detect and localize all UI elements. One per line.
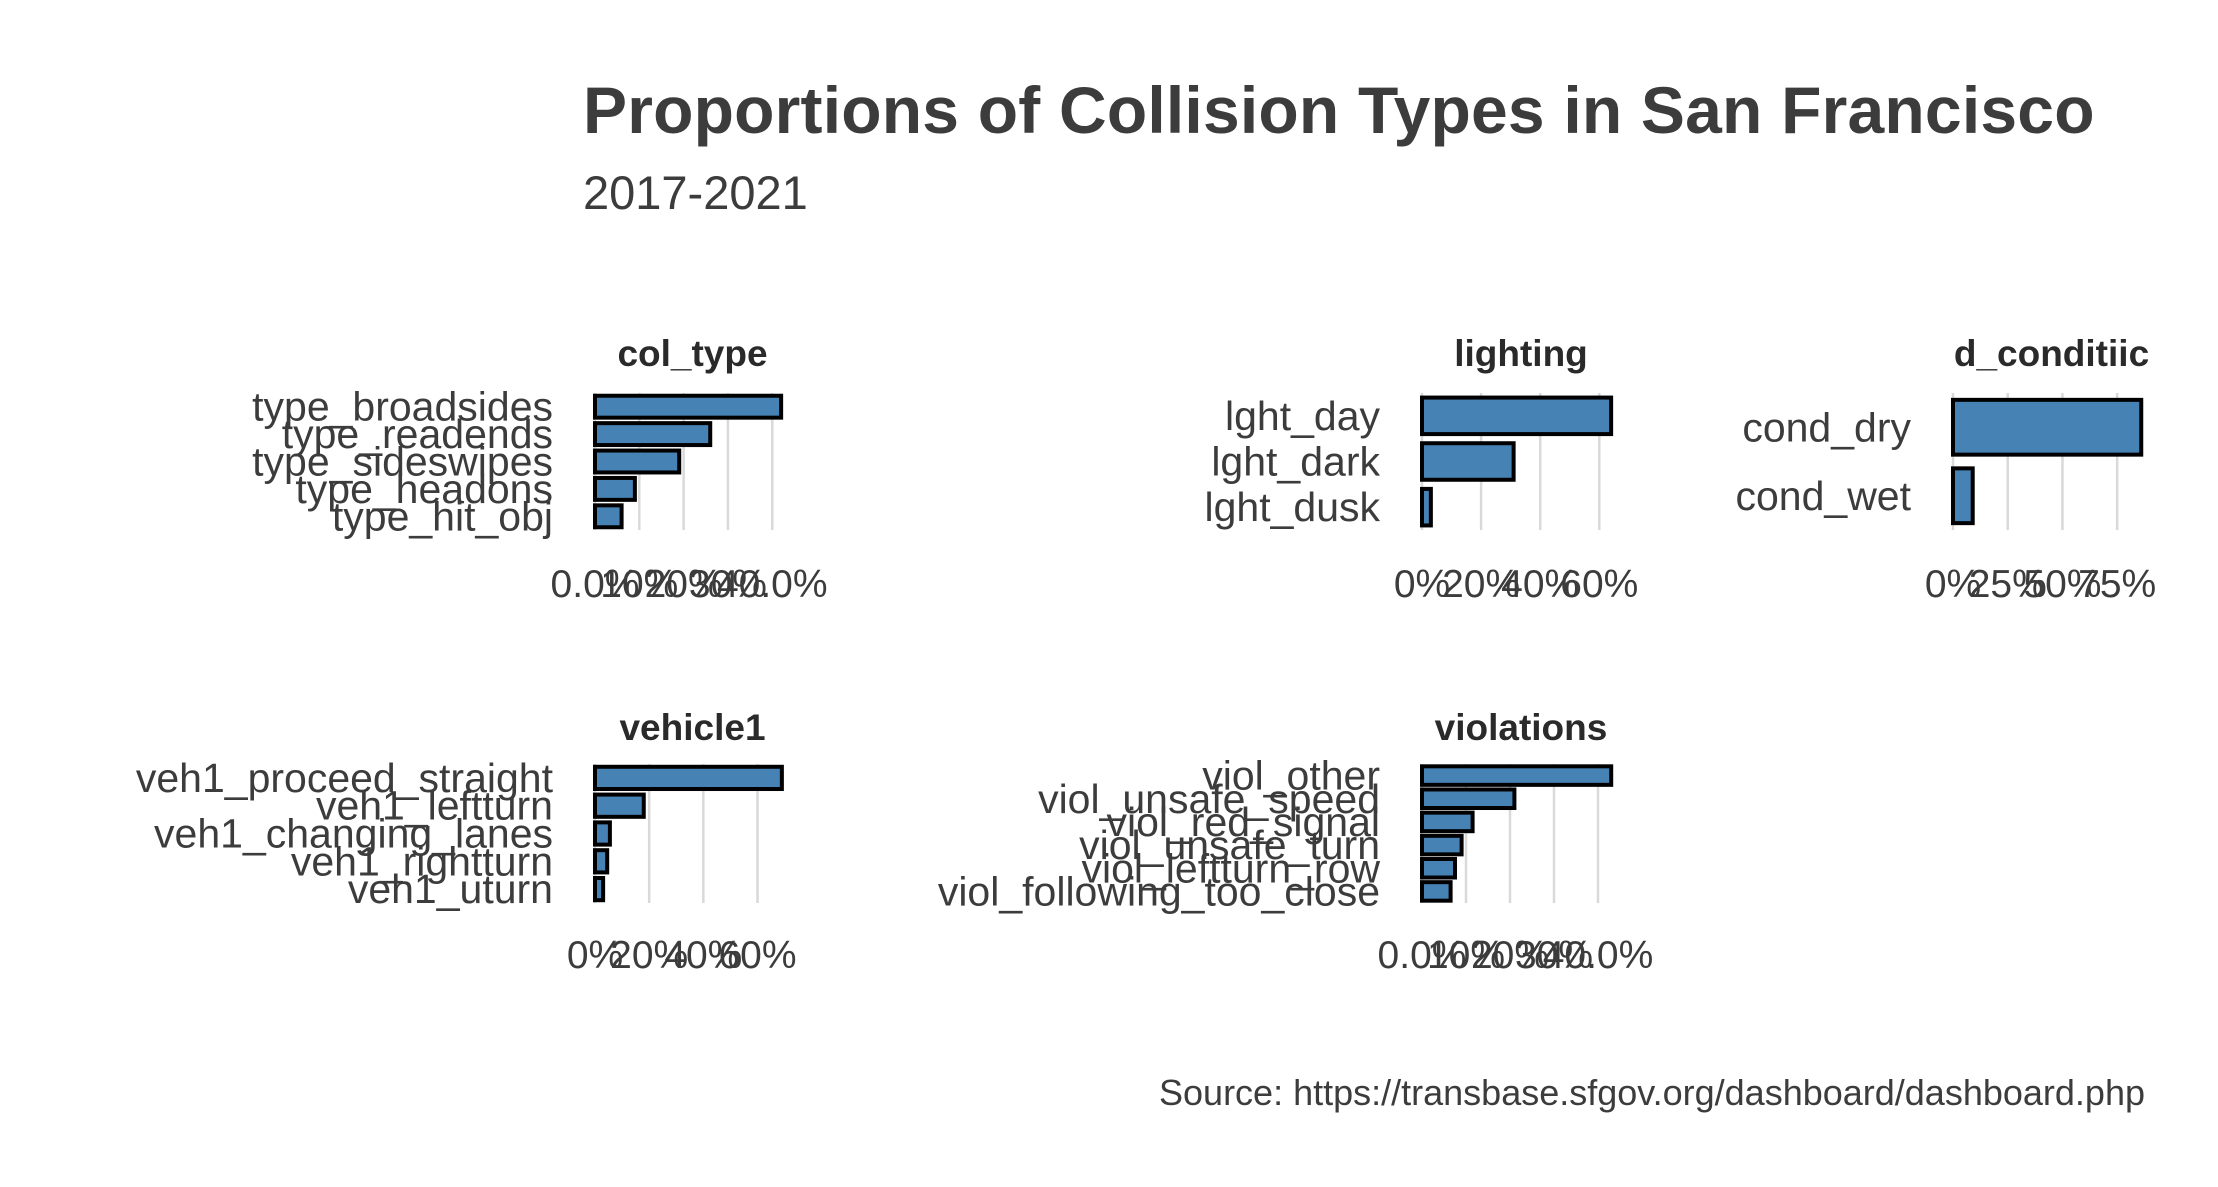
- vehicle1-facet-title: vehicle1: [619, 707, 765, 748]
- col-type-tick-label: 20%: [645, 563, 723, 606]
- vehicle1-category-label: veh1_uturn: [348, 866, 553, 912]
- violations-tick-label: 40.0%: [1543, 934, 1654, 977]
- chart-caption: Source: https://transbase.sfgov.org/dash…: [1159, 1072, 2145, 1113]
- violations-bar: [1420, 833, 1464, 857]
- lighting-category-label: lght_dusk: [1204, 484, 1380, 530]
- col-type-tick-label: 10%: [600, 563, 678, 606]
- violations-facet-title: violations: [1435, 707, 1608, 748]
- lighting-facet-title: lighting: [1454, 333, 1588, 374]
- col-type-bar: [593, 421, 713, 448]
- col-type-category-label: type_sideswipes: [252, 439, 553, 485]
- vehicle1-bar: [593, 848, 610, 875]
- road-condition-tick-label: 75%: [2078, 563, 2156, 606]
- lighting-category-label: lght_day: [1225, 393, 1381, 439]
- violations-bar: [1420, 880, 1453, 903]
- road-condition-tick-label: 50%: [2023, 563, 2101, 606]
- vehicle1-panel: vehicle1 veh1_proceed_straightveh1_lefttu…: [136, 707, 797, 977]
- road-condition-category-label: cond_dry: [1742, 404, 1911, 450]
- violations-bar: [1420, 787, 1517, 811]
- road-condition-tick-label: 0%: [1925, 563, 1981, 606]
- road-condition-bar: [1951, 466, 1975, 526]
- vehicle1-category-label: veh1_rightturn: [291, 838, 553, 884]
- col-type-bar: [593, 393, 784, 420]
- col-type-panel: col_typetype_broadsidestype_readendstype…: [252, 333, 827, 606]
- col-type-bar: [593, 503, 624, 530]
- vehicle1-tick-label: 60%: [718, 934, 796, 977]
- vehicle1-category-label: veh1_leftturn: [316, 783, 553, 829]
- violations-category-label: viol_following_too_close: [938, 868, 1380, 914]
- violations-tick-label: 30%: [1515, 934, 1593, 977]
- chart-title: Proportions of Collision Types in San Fr…: [583, 73, 2095, 147]
- col-type-category-label: type_readends: [282, 411, 553, 457]
- violations-category-label: viol_unsafe_speed: [1038, 776, 1380, 822]
- vehicle1-category-label: veh1_changing_lanes: [154, 811, 553, 857]
- lighting-tick-label: 0%: [1394, 563, 1450, 606]
- lighting-tick-label: 60%: [1560, 563, 1638, 606]
- road-condition-category-label: cond_wet: [1735, 473, 1911, 519]
- vehicle1-tick-label: 40%: [664, 934, 742, 977]
- col-type-tick-label: 40.0%: [717, 563, 828, 606]
- violations-bar: [1420, 764, 1614, 787]
- road-condition-panel: d_conditiic cond_dry cond_wet 0%25%50%75%: [1735, 333, 2156, 606]
- vehicle1-category-label: veh1_proceed_straight: [136, 755, 554, 801]
- lighting-tick-label: 20%: [1442, 563, 1520, 606]
- vehicle1-bar: [593, 875, 606, 903]
- lighting-bar: [1420, 395, 1614, 437]
- vehicle1-tick-label: 0%: [567, 934, 623, 977]
- vehicle1-tick-label: 20%: [610, 934, 688, 977]
- road-condition-bar: [1951, 397, 2144, 457]
- lighting-bar: [1420, 441, 1516, 482]
- col-type-tick-label: 0.0%: [551, 563, 640, 606]
- violations-tick-label: 10%: [1427, 934, 1505, 977]
- chart-subtitle: 2017-2021: [583, 166, 808, 219]
- col-type-category-label: type_headons: [295, 466, 553, 512]
- violations-bar: [1420, 810, 1475, 834]
- violations-bar: [1420, 856, 1457, 880]
- vehicle1-bar: [593, 820, 612, 847]
- lighting-bar: [1420, 486, 1433, 528]
- road-condition-tick-label: 25%: [1969, 563, 2047, 606]
- violations-category-label: viol_other: [1202, 753, 1380, 799]
- lighting-tick-label: 40%: [1501, 563, 1579, 606]
- col-type-bar: [593, 475, 637, 502]
- col-type-tick-label: 30%: [689, 563, 767, 606]
- violations-panel: violationsviol_otherviol_unsafe_speedvio…: [938, 707, 1653, 977]
- road-condition-facet-title: d_conditiic: [1954, 333, 2149, 374]
- col-type-bar: [593, 448, 682, 475]
- lighting-category-label: lght_dark: [1211, 439, 1380, 485]
- violations-category-label: viol_red_signal: [1106, 799, 1380, 845]
- vehicle1-bar: [593, 764, 784, 792]
- col-type-facet-title: col_type: [617, 333, 767, 374]
- col-type-category-label: type_hit_obj: [332, 493, 553, 539]
- violations-tick-label: 0.0%: [1378, 934, 1467, 977]
- violations-category-label: viol_leftturn_row: [1081, 845, 1380, 891]
- violations-category-label: viol_unsafe_turn: [1079, 822, 1380, 868]
- vehicle1-bar: [593, 792, 646, 819]
- col-type-category-label: type_broadsides: [252, 384, 553, 430]
- violations-tick-label: 20%: [1471, 934, 1549, 977]
